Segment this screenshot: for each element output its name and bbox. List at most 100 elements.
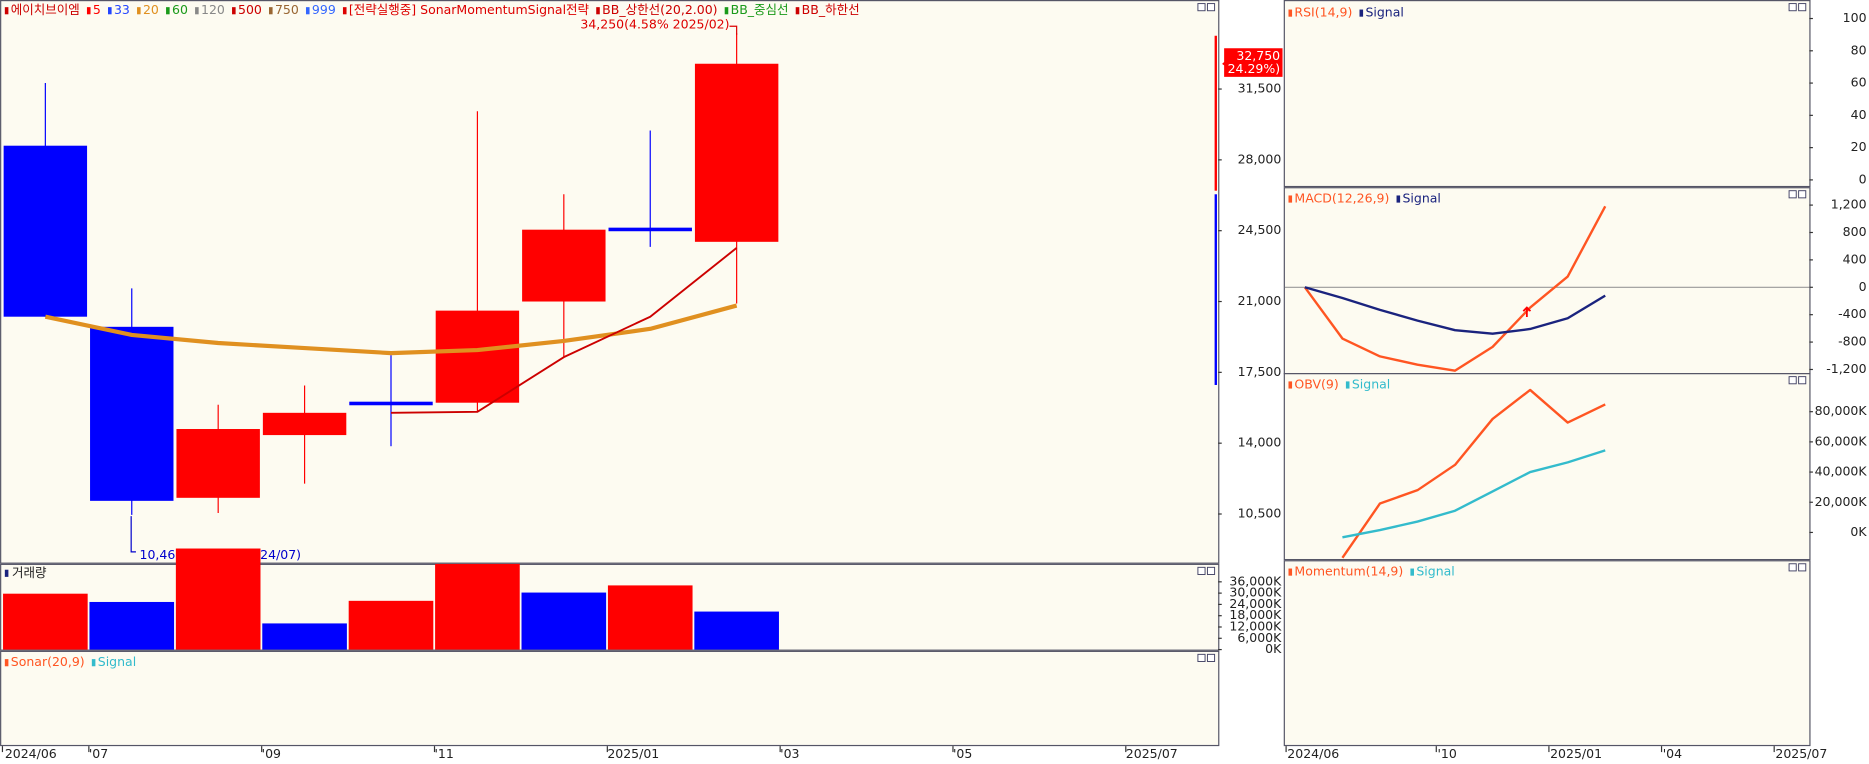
legend-label: BB_하한선 [802, 2, 860, 17]
last-price-change: ( 24.29%) [1219, 61, 1280, 76]
y-tick-label: 12,000K [1229, 618, 1282, 633]
panel-button[interactable] [1206, 566, 1216, 575]
candle-body [694, 63, 779, 242]
legend-swatch [232, 7, 236, 15]
y-tick-label: 10,500 [1238, 506, 1282, 521]
legend-swatch [1359, 9, 1364, 17]
y-tick-label: 80 [1851, 42, 1867, 57]
legend-label: 999 [312, 2, 336, 17]
series-line [1304, 286, 1606, 335]
x-tick-label: 2025/07 [1126, 746, 1178, 761]
panel-button[interactable] [1206, 3, 1216, 12]
legend-swatch [108, 7, 112, 15]
y-tick-label: 400 [1843, 251, 1867, 266]
panel-button[interactable] [1798, 376, 1807, 385]
legend-swatch [4, 659, 9, 667]
x-tick-label: 2025/07 [1775, 746, 1827, 761]
panel-button[interactable] [1798, 563, 1807, 572]
panel-title: 거래량 [12, 565, 47, 580]
volume-bar [348, 600, 434, 650]
y-tick-label: -800 [1838, 334, 1866, 349]
legend-label: OBV(9) [1294, 376, 1338, 391]
x-tick-label: '09 [262, 746, 281, 761]
legend-swatch [137, 7, 141, 15]
panel-button[interactable] [1798, 190, 1807, 199]
rsi-panel [1283, 0, 1811, 188]
y-tick-label: 60,000K [1815, 433, 1868, 448]
momentum-panel [1283, 560, 1811, 747]
volume-bar [521, 592, 607, 650]
last-price-label: 32,750 [1236, 48, 1280, 63]
legend-swatch [342, 7, 347, 15]
y-tick-label: 14,000 [1238, 435, 1282, 450]
panel-button[interactable] [1197, 3, 1206, 12]
x-tick-label: '07 [89, 746, 108, 761]
y-tick-label: 17,500 [1238, 364, 1282, 379]
legend-label: Sonar(20,9) [11, 654, 85, 669]
panel-button[interactable] [1788, 563, 1797, 572]
candle-body [3, 145, 88, 317]
series-line [1303, 205, 1607, 372]
x-tick-label: 2024/06 [1287, 746, 1339, 761]
x-tick-label: '05 [953, 746, 972, 761]
legend-swatch [305, 7, 310, 15]
volume-bar [262, 623, 347, 650]
panel-button[interactable] [1788, 190, 1797, 199]
y-tick-label: 24,500 [1238, 222, 1282, 237]
volume-bar [175, 548, 261, 650]
x-tick-label: '04 [1663, 746, 1682, 761]
legend-swatch [1288, 381, 1293, 389]
y-tick-label: 24,000K [1229, 596, 1282, 611]
annotation: 34,250(4.58% 2025/02) [580, 17, 729, 32]
legend-swatch [1288, 568, 1293, 576]
legend-swatch [1396, 195, 1401, 203]
legend-swatch [1345, 381, 1350, 389]
panel-buttons[interactable] [1197, 3, 1807, 662]
candle-body [90, 326, 174, 501]
y-tick-label: 36,000K [1229, 573, 1282, 588]
legend-label: 20 [143, 2, 159, 17]
signal-marker [1522, 306, 1532, 318]
volume-bar [3, 593, 88, 650]
y-tick-label: 0 [1859, 171, 1867, 186]
last-price-arrow [1221, 58, 1229, 69]
legend-label: Signal [98, 654, 136, 669]
legend-swatch [195, 7, 199, 15]
legend-swatch [795, 7, 800, 15]
y-tick-label: 18,000K [1229, 607, 1282, 622]
panel-button[interactable] [1798, 3, 1807, 12]
panel-button[interactable] [1788, 3, 1797, 12]
panel-button[interactable] [1206, 653, 1216, 662]
panel-button[interactable] [1788, 376, 1797, 385]
legend-label: Signal [1352, 376, 1390, 391]
y-tick-label: 0K [1265, 641, 1282, 656]
legend-swatch [86, 7, 91, 15]
series-line [390, 247, 738, 414]
y-tick-label: 20 [1851, 139, 1867, 154]
legend-label: MACD(12,26,9) [1294, 191, 1389, 206]
legend-label: BB_중심선 [731, 2, 789, 17]
sonar-panel [0, 650, 1220, 747]
y-tick-label: 100 [1843, 10, 1867, 25]
macd-panel [1283, 187, 1811, 375]
volume-bar [694, 611, 779, 650]
y-tick-label: 6,000K [1237, 630, 1282, 645]
x-tick-label: '11 [435, 746, 454, 761]
legend-swatch [4, 7, 9, 15]
x-tick-label: 2025/01 [1550, 746, 1602, 761]
candle-body [349, 401, 433, 406]
candle-body [262, 412, 347, 436]
y-tick-label: 20,000K [1815, 494, 1868, 509]
legend-swatch [1288, 9, 1293, 17]
y-tick-label: 28,000 [1238, 151, 1282, 166]
volume-bar [435, 563, 520, 650]
y-tick-label: 1,200 [1831, 197, 1867, 212]
panel-button[interactable] [1197, 566, 1206, 575]
legend-label: BB_상한선(20,2.00) [602, 2, 717, 17]
volume-profile-up [1214, 35, 1217, 191]
y-tick-label: 40 [1851, 107, 1867, 122]
volume-profile-down [1214, 194, 1217, 385]
x-tick-label: 2025/01 [607, 746, 659, 761]
panel-button[interactable] [1197, 653, 1206, 662]
